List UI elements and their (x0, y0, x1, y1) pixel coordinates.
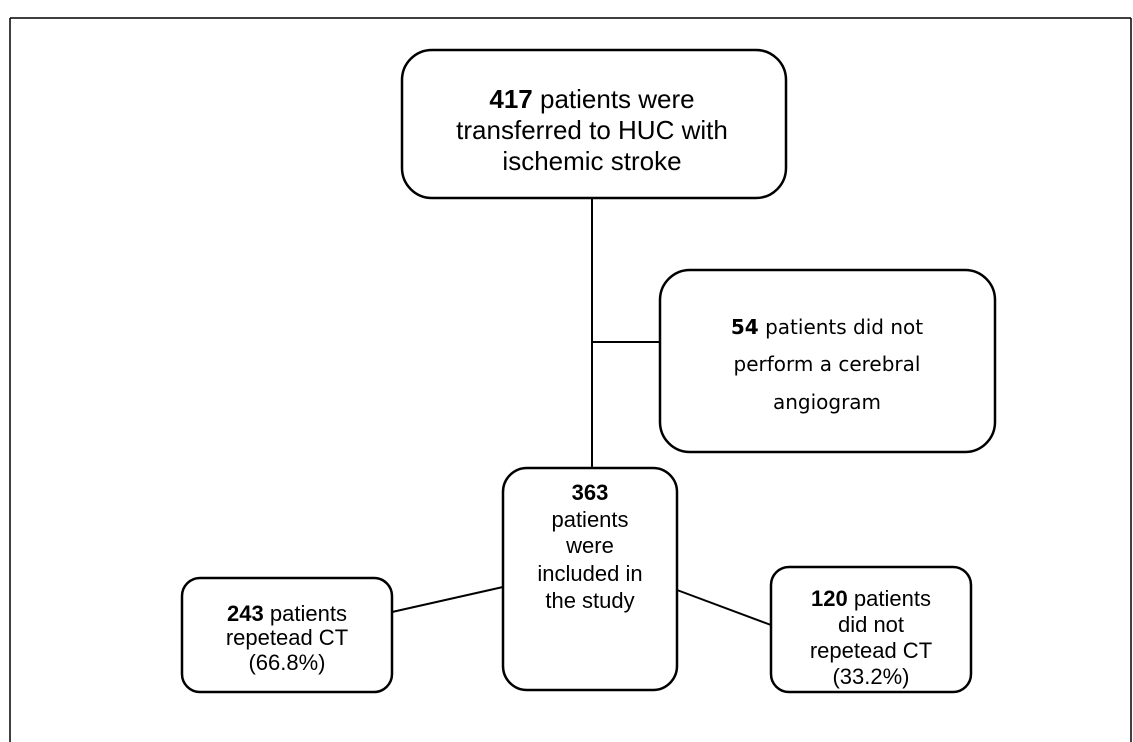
node-text: 243 patients (227, 601, 347, 626)
node-line: repetead CT (810, 638, 932, 663)
node-number: 54 (731, 315, 759, 339)
node-line: patients were (540, 84, 695, 114)
connector (676, 589, 772, 626)
node-line: patients (551, 507, 628, 532)
connector (391, 586, 504, 613)
node-number: 417 (489, 84, 532, 114)
node-line: included in (537, 561, 642, 586)
node-line: (33.2%) (832, 664, 909, 689)
node-number: 243 (227, 601, 264, 626)
node-line: were (565, 533, 614, 558)
node-line: repetead CT (226, 625, 348, 650)
node-text: 54 patients did not (731, 315, 923, 339)
node-line: patients did not (765, 315, 923, 339)
node-box (501, 466, 679, 692)
node-number: 363 (572, 480, 609, 505)
node-box (400, 48, 788, 200)
frame (9, 17, 1132, 742)
node-line: patients (854, 586, 931, 611)
node-number: 120 (811, 586, 848, 611)
node-line: patients (270, 601, 347, 626)
node-line: angiogram (773, 390, 881, 414)
node-line: (66.8%) (248, 650, 325, 675)
node-line: ischemic stroke (502, 146, 681, 176)
node-text: 417 patients were (489, 84, 694, 114)
node-text: 120 patients (811, 586, 931, 611)
node-box (658, 268, 997, 454)
node-box (769, 565, 973, 694)
node-line: the study (545, 588, 634, 613)
node-line: perform a cerebral (734, 352, 921, 376)
node-line: transferred to HUC with (456, 115, 728, 145)
node-box (180, 576, 394, 694)
node-line: did not (838, 612, 904, 637)
